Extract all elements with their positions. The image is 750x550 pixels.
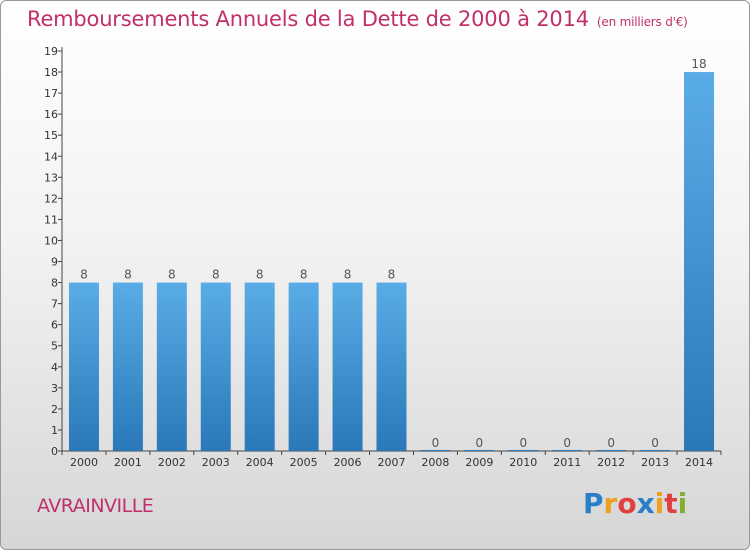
bar-value-label: 8 [344, 268, 352, 282]
chart-unit: (en milliers d'€) [596, 15, 688, 29]
bar-value-label: 0 [563, 436, 571, 450]
bar [596, 450, 627, 451]
y-tick-label: 8 [51, 277, 58, 290]
y-tick-label: 12 [44, 192, 58, 205]
x-tick-label: 2003 [202, 456, 230, 469]
x-tick-label: 2012 [597, 456, 625, 469]
bar [68, 282, 99, 451]
x-tick-label: 2007 [378, 456, 406, 469]
logo-letter: i [677, 487, 688, 520]
logo-letter: r [603, 487, 618, 520]
bars [68, 72, 715, 451]
x-tick-label: 2008 [421, 456, 449, 469]
bar [376, 282, 407, 451]
x-tick-label: 2001 [114, 456, 142, 469]
proxiti-logo: Proxiti [583, 487, 687, 520]
bar-value-label: 8 [256, 268, 264, 282]
y-tick-label: 15 [44, 129, 58, 142]
bar [112, 282, 143, 451]
logo-letter: x [636, 487, 655, 520]
logo-letter: o [617, 487, 637, 520]
bar-value-label: 8 [168, 268, 176, 282]
y-tick-label: 10 [44, 234, 58, 247]
bar-value-label: 8 [300, 268, 308, 282]
y-tick-label: 3 [51, 382, 58, 395]
chart-title: Remboursements Annuels de la Dette de 20… [27, 7, 688, 31]
y-tick-label: 1 [51, 424, 58, 437]
y-tick-label: 13 [44, 171, 58, 184]
x-tick-label: 2010 [509, 456, 537, 469]
y-tick-label: 11 [44, 213, 58, 226]
x-tick-label: 2009 [465, 456, 493, 469]
y-tick-label: 6 [51, 319, 58, 332]
bar [640, 450, 671, 451]
y-tick-label: 9 [51, 256, 58, 269]
bar [200, 282, 231, 451]
x-tick-label: 2002 [158, 456, 186, 469]
y-tick-label: 7 [51, 298, 58, 311]
bar [684, 72, 715, 451]
bar [332, 282, 363, 451]
bar [508, 450, 539, 451]
bar-value-label: 8 [388, 268, 396, 282]
bar-value-label: 18 [691, 57, 706, 71]
x-tick-label: 2000 [70, 456, 98, 469]
y-tick-label: 18 [44, 66, 58, 79]
y-tick-label: 4 [51, 361, 58, 374]
bar-value-label: 0 [519, 436, 527, 450]
y-tick-label: 2 [51, 403, 58, 416]
x-tick-label: 2014 [685, 456, 713, 469]
bar-value-label: 8 [212, 268, 220, 282]
x-tick-label: 2011 [553, 456, 581, 469]
bar-labels: 8 8 8 8 8 8 8 8 0 0 0 0 0 0 18 [80, 57, 707, 450]
city-name: AVRAINVILLE [37, 495, 154, 517]
y-tick-label: 14 [44, 150, 58, 163]
bar [464, 450, 495, 451]
y-tick-label: 5 [51, 340, 58, 353]
x-tick-label: 2006 [334, 456, 362, 469]
bar [552, 450, 583, 451]
bar [156, 282, 187, 451]
logo-letter: t [664, 487, 678, 520]
bar [288, 282, 319, 451]
y-tick-label: 19 [44, 45, 58, 58]
chart-title-text: Remboursements Annuels de la Dette de 20… [27, 7, 589, 31]
bar [420, 450, 451, 451]
logo-letter: P [583, 487, 604, 520]
x-tick-label: 2005 [290, 456, 318, 469]
y-tick-label: 16 [44, 108, 58, 121]
bar-value-label: 0 [651, 436, 659, 450]
x-tick-label: 2004 [246, 456, 274, 469]
x-tick-label: 2013 [641, 456, 669, 469]
y-tick-label: 0 [51, 445, 58, 458]
bar-value-label: 0 [432, 436, 440, 450]
bar-value-label: 0 [476, 436, 484, 450]
bar-value-label: 8 [80, 268, 88, 282]
bar-value-label: 8 [124, 268, 132, 282]
y-tick-label: 17 [44, 87, 58, 100]
logo-letter: i [654, 487, 665, 520]
bar-value-label: 0 [607, 436, 615, 450]
bar [244, 282, 275, 451]
